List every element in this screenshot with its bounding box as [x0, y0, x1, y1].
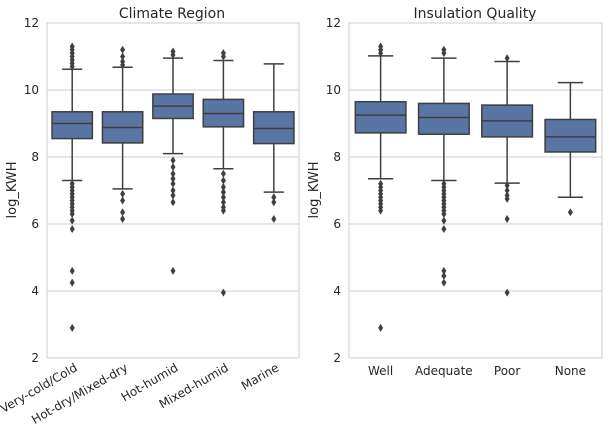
outlier-point: [220, 188, 226, 197]
outlier-point: [220, 206, 226, 215]
y-tick-label: 12: [326, 16, 341, 30]
y-tick-label: 6: [31, 217, 39, 231]
outlier-point: [69, 62, 75, 71]
climate-region-ylabel: log_KWH: [5, 161, 20, 218]
outlier-point: [170, 156, 176, 165]
outlier-point: [378, 206, 384, 215]
outlier-point: [69, 278, 75, 287]
plot-frame: [348, 22, 603, 359]
outlier-point: [504, 194, 510, 203]
y-tick-label: 8: [31, 150, 39, 164]
x-tick-label: Marine: [239, 360, 281, 393]
outlier-point: [170, 169, 176, 178]
outlier-point: [220, 288, 226, 297]
outlier-point: [504, 214, 510, 223]
outlier-point: [69, 225, 75, 234]
outlier-point: [170, 179, 176, 188]
outlier-point: [120, 52, 126, 61]
y-tick-label: 10: [326, 83, 341, 97]
outlier-point: [170, 191, 176, 200]
outlier-point: [120, 189, 126, 198]
outlier-point: [271, 198, 277, 207]
outlier-point: [170, 50, 176, 59]
plot-frame: [46, 22, 300, 359]
x-tick-label: Hot-dry/Mixed-dry: [29, 360, 130, 426]
box: [51, 111, 94, 140]
outlier-point: [220, 52, 226, 61]
outlier-point: [120, 214, 126, 223]
y-tick-label: 8: [333, 150, 341, 164]
outlier-point: [441, 225, 447, 234]
y-tick-label: 10: [24, 83, 39, 97]
outlier-point: [220, 176, 226, 185]
outlier-point: [170, 163, 176, 172]
box: [417, 102, 470, 135]
outlier-point: [69, 209, 75, 218]
x-tick-label: None: [555, 364, 586, 378]
insulation-quality-title: Insulation Quality: [414, 6, 537, 22]
outlier-point: [220, 198, 226, 207]
outlier-point: [441, 209, 447, 218]
outlier-point: [220, 183, 226, 192]
x-tick-label: Poor: [494, 364, 520, 378]
outlier-point: [120, 196, 126, 205]
outlier-point: [441, 49, 447, 58]
outlier-point: [504, 54, 510, 63]
outlier-point: [220, 193, 226, 202]
y-tick-label: 2: [333, 351, 341, 365]
y-tick-label: 2: [31, 351, 39, 365]
climate-region-title: Climate Region: [119, 6, 225, 22]
outlier-point: [120, 45, 126, 54]
x-tick-label: Adequate: [415, 364, 473, 378]
y-tick-label: 12: [24, 16, 39, 30]
outlier-point: [441, 271, 447, 280]
outlier-point: [271, 214, 277, 223]
insulation-quality-panel: Insulation Quality log_KWH 2 4 6 8 10 12 Well A…: [307, 6, 603, 378]
outlier-point: [378, 49, 384, 58]
x-tick-label: Well: [368, 364, 393, 378]
box: [544, 118, 597, 153]
outlier-point: [170, 186, 176, 195]
outlier-point: [120, 208, 126, 217]
outlier-point: [69, 323, 75, 332]
outlier-point: [441, 216, 447, 225]
box: [252, 111, 295, 145]
outlier-point: [504, 186, 510, 195]
outlier-point: [504, 288, 510, 297]
insulation-quality-ylabel: log_KWH: [307, 161, 322, 218]
outlier-point: [69, 266, 75, 275]
outlier-point: [220, 169, 226, 178]
outlier-point: [567, 208, 573, 217]
outlier-point: [441, 266, 447, 275]
climate-region-panel: Climate Region log_KWH 24681012Very-cold…: [0, 6, 300, 427]
y-tick-label: 6: [333, 217, 341, 231]
outlier-point: [120, 60, 126, 69]
box: [354, 100, 407, 134]
y-tick-label: 4: [333, 284, 341, 298]
outlier-point: [170, 198, 176, 207]
outlier-point: [170, 266, 176, 275]
outlier-point: [271, 193, 277, 202]
outlier-point: [170, 174, 176, 183]
outlier-point: [441, 278, 447, 287]
outlier-point: [378, 323, 384, 332]
y-tick-label: 4: [31, 284, 39, 298]
outlier-point: [69, 216, 75, 225]
outlier-point: [504, 181, 510, 190]
